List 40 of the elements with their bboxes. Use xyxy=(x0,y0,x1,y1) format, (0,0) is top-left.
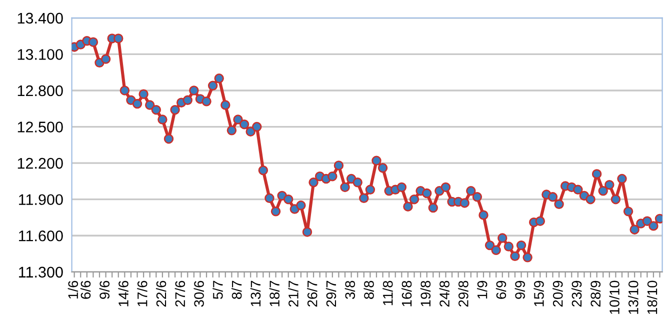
x-tick-label: 5/7 xyxy=(212,280,223,299)
x-tick-label: 6/6 xyxy=(80,280,91,299)
y-tick-label: 11.300 xyxy=(19,266,63,278)
y-tick-label: 12.800 xyxy=(18,85,63,96)
x-tick-label: 9/6 xyxy=(99,280,110,299)
x-tick-label: 23/9 xyxy=(571,280,582,307)
x-tick-label: 18/7 xyxy=(269,280,280,306)
y-tick-label: 11.900 xyxy=(19,194,63,206)
x-tick-label: 24/8 xyxy=(439,280,450,307)
x-tick-label: 14/6 xyxy=(118,280,128,306)
y-tick-label: 12.500 xyxy=(18,122,63,132)
x-tick-label: 26/7 xyxy=(307,280,318,307)
y-tick-label: 13.400 xyxy=(18,12,63,24)
x-tick-label: 13/7 xyxy=(250,280,261,306)
x-tick-label: 13/10 xyxy=(628,280,638,314)
x-tick-label: 8/7 xyxy=(232,280,242,299)
x-tick-label: 1/9 xyxy=(477,280,488,298)
x-tick-label: 10/10 xyxy=(609,280,620,314)
x-tick-label: 20/9 xyxy=(552,280,563,307)
x-tick-label: 29/8 xyxy=(458,280,468,307)
x-tick-label: 15/9 xyxy=(534,280,544,306)
x-tick-label: 18/10 xyxy=(646,280,658,314)
y-tick-label: 12.200 xyxy=(18,158,63,169)
x-tick-label: 22/6 xyxy=(156,280,166,307)
x-tick-label: 16/8 xyxy=(401,280,412,306)
y-tick-label: 13.100 xyxy=(18,49,63,60)
x-tick-label: 21/7 xyxy=(288,280,298,307)
x-tick-label: 19/8 xyxy=(420,280,431,306)
x-tick-label: 9/9 xyxy=(514,280,525,299)
x-tick-label: 8/8 xyxy=(364,280,374,299)
x-tick-label: 11/8 xyxy=(382,280,393,306)
x-tick-label: 27/6 xyxy=(174,280,186,307)
y-tick-label: 11.600 xyxy=(19,230,63,242)
x-tick-label: 6/9 xyxy=(496,280,506,299)
x-tick-label: 3/8 xyxy=(344,280,356,300)
x-tick-label: 29/7 xyxy=(326,280,336,307)
x-tick-label: 1/6 xyxy=(68,280,78,298)
x-tick-label: 17/6 xyxy=(137,280,148,306)
x-tick-label: 30/6 xyxy=(194,280,204,307)
x-tick-label: 28/9 xyxy=(590,280,601,307)
